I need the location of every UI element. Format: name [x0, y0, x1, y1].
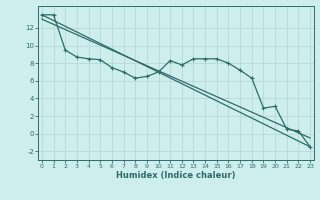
X-axis label: Humidex (Indice chaleur): Humidex (Indice chaleur) — [116, 171, 236, 180]
